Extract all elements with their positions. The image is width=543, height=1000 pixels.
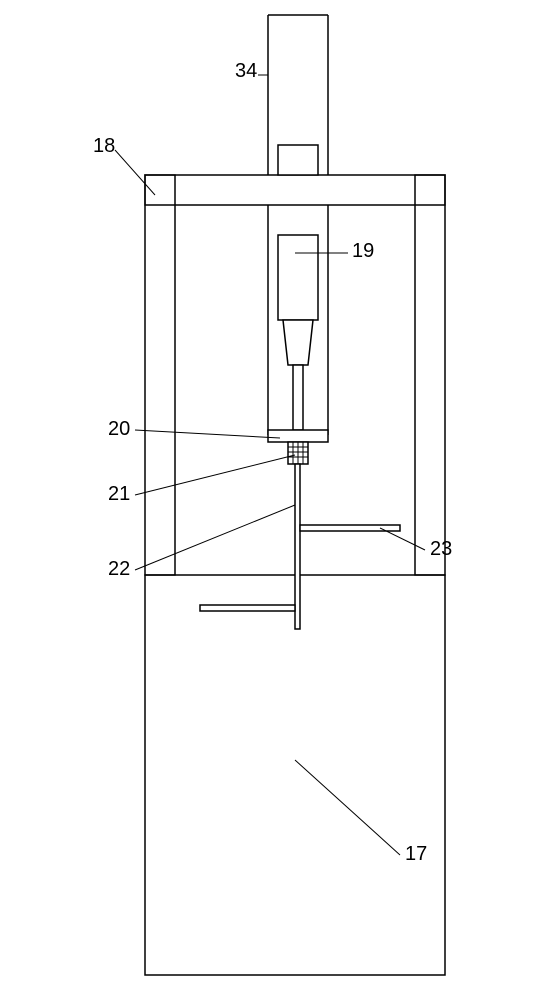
- container-box: [145, 575, 445, 975]
- top-block: [278, 145, 318, 175]
- leader-18: [115, 150, 155, 195]
- bracket-left: [145, 175, 175, 575]
- leader-17: [295, 760, 400, 855]
- label-19: 19: [352, 240, 374, 263]
- technical-diagram: [0, 0, 543, 1000]
- label-34: 34: [235, 60, 257, 83]
- plate: [268, 430, 328, 442]
- leader-21: [135, 455, 295, 495]
- motor-lower: [283, 320, 313, 365]
- leader-23: [380, 528, 425, 550]
- label-17: 17: [405, 843, 427, 866]
- bracket-right: [415, 175, 445, 575]
- label-18: 18: [93, 135, 115, 158]
- label-23: 23: [430, 538, 452, 561]
- leader-20: [135, 430, 280, 438]
- label-22: 22: [108, 558, 130, 581]
- motor-body: [278, 235, 318, 320]
- blade-left: [200, 605, 295, 611]
- bracket-top: [145, 175, 445, 205]
- label-20: 20: [108, 418, 130, 441]
- label-21: 21: [108, 483, 130, 506]
- leader-22: [135, 505, 295, 570]
- motor-shaft: [293, 365, 303, 430]
